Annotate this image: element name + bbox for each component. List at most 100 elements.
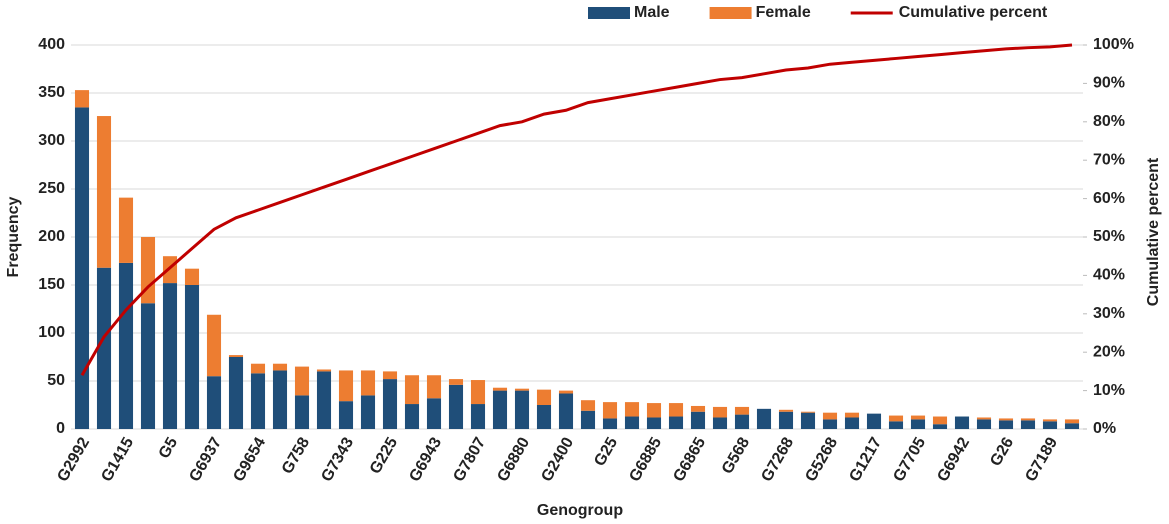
- bar-segment: [646, 417, 662, 429]
- x-tick-label: G6885: [626, 435, 665, 485]
- bar-segment: [954, 416, 970, 429]
- x-tick-label: G6942: [934, 435, 973, 485]
- bar-segment: [734, 406, 750, 415]
- bar-segment: [184, 285, 200, 429]
- bar-segment: [492, 387, 508, 391]
- bar-segment: [976, 419, 992, 429]
- bar-segment: [822, 412, 838, 420]
- bar-segment: [96, 116, 112, 268]
- bar-segment: [690, 411, 706, 429]
- x-tick-label: G6937: [186, 435, 225, 485]
- bar-segment: [910, 419, 926, 429]
- bar-segment: [360, 370, 376, 396]
- bar-segment: [96, 267, 112, 429]
- bar-segment: [624, 416, 640, 429]
- x-tick-label: G25: [591, 435, 621, 470]
- y2-tick-label: 30%: [1093, 305, 1125, 322]
- x-tick-label: G1217: [846, 435, 885, 485]
- y-tick-label: 100: [38, 324, 65, 341]
- x-tick-label: G2992: [54, 435, 93, 485]
- bar-segment: [536, 389, 552, 405]
- y-tick-label: 150: [38, 276, 65, 293]
- bar-segment: [624, 402, 640, 417]
- bar-segment: [294, 366, 310, 396]
- bar-segment: [844, 417, 860, 429]
- bar-segment: [140, 237, 156, 304]
- x-tick-label: G225: [367, 435, 401, 477]
- bar-segment: [1042, 421, 1058, 429]
- y2-tick-label: 70%: [1093, 151, 1125, 168]
- x-tick-label: G7705: [890, 435, 929, 485]
- bar-segment: [470, 404, 486, 429]
- x-tick-label: G6865: [670, 435, 709, 485]
- x-tick-label: G9654: [230, 435, 269, 485]
- bar-segment: [558, 390, 574, 394]
- x-tick-label: G6943: [406, 435, 445, 485]
- bar-segment: [866, 413, 882, 429]
- y-tick-label: 200: [38, 228, 65, 245]
- bar-segment: [1020, 418, 1036, 421]
- cumulative-line: [80, 43, 1073, 376]
- y-tick-label: 300: [38, 132, 65, 149]
- x-tick-label: G6880: [494, 435, 533, 485]
- x-tick-label: G1415: [98, 435, 137, 485]
- bar-segment: [888, 421, 904, 429]
- bar-segment: [338, 401, 354, 429]
- bar-segment: [250, 373, 266, 429]
- bar-segment: [932, 416, 948, 425]
- bar-segment: [514, 388, 530, 391]
- x-tick-label: G7343: [318, 435, 357, 485]
- bar-segment: [602, 418, 618, 429]
- bar-segment: [140, 303, 156, 429]
- bar-segment: [932, 424, 948, 429]
- bar-segment: [162, 283, 178, 429]
- bar-segment: [998, 420, 1014, 429]
- x-tick-label: G5: [156, 435, 181, 462]
- bar-segment: [250, 363, 266, 374]
- bar-segment: [316, 371, 332, 429]
- bar-segment: [360, 395, 376, 429]
- bar-segment: [1020, 420, 1036, 429]
- bar-segment: [668, 416, 684, 429]
- bar-segment: [470, 380, 486, 405]
- y2-tick-label: 0%: [1093, 420, 1116, 437]
- y-tick-label: 250: [38, 180, 65, 197]
- y-axis-title: Frequency: [5, 196, 22, 277]
- bar-segment: [1042, 419, 1058, 422]
- x-tick-label: G2400: [538, 435, 577, 485]
- bar-segment: [382, 371, 398, 380]
- bar-segment: [668, 403, 684, 417]
- bar-segment: [778, 411, 794, 429]
- bar-segment: [316, 369, 332, 372]
- y2-tick-label: 40%: [1093, 267, 1125, 284]
- bar-segment: [492, 390, 508, 429]
- bar-segment: [580, 400, 596, 411]
- bar-segment: [448, 379, 464, 385]
- legend-swatch: [709, 7, 752, 19]
- legend-label: Male: [634, 4, 670, 21]
- bar-segment: [844, 412, 860, 418]
- bar-segment: [404, 404, 420, 429]
- bar-segment: [822, 419, 838, 429]
- x-axis-title: Genogroup: [537, 502, 623, 519]
- bar-segment: [756, 408, 772, 429]
- y2-tick-label: 60%: [1093, 190, 1125, 207]
- bar-segment: [118, 197, 134, 263]
- bar-segment: [602, 402, 618, 419]
- y2-tick-label: 80%: [1093, 113, 1125, 130]
- y2-tick-label: 90%: [1093, 75, 1125, 92]
- bar-segment: [272, 363, 288, 371]
- bar-segment: [998, 418, 1014, 421]
- bar-segment: [448, 384, 464, 429]
- bar-segment: [74, 90, 90, 108]
- bar-segment: [74, 107, 90, 430]
- bar-segment: [734, 414, 750, 429]
- bar-segment: [558, 393, 574, 429]
- bar-segment: [206, 376, 222, 429]
- y2-axis-title: Cumulative percent: [1145, 157, 1162, 306]
- y2-tick-label: 50%: [1093, 228, 1125, 245]
- bar-segment: [1064, 423, 1080, 429]
- x-tick-label: G7807: [450, 435, 489, 485]
- bar-segment: [426, 375, 442, 399]
